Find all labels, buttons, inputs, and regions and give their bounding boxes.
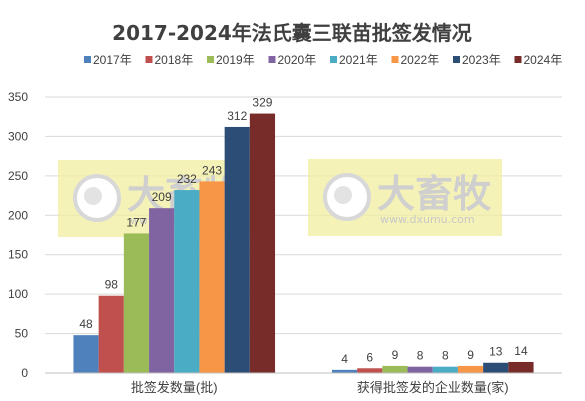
legend-item: 2022年 — [391, 53, 440, 67]
legend-swatch — [207, 56, 214, 63]
legend-swatch — [84, 56, 91, 63]
legend: 2017年 2018年 2019年 2020年 2021年 2022年 2023年 2024年 — [84, 53, 562, 67]
legend-item: 2020年 — [268, 53, 317, 67]
y-tick-label: 250 — [8, 169, 28, 183]
bar — [407, 366, 433, 373]
legend-swatch — [514, 56, 522, 63]
bar — [174, 190, 200, 373]
legend-item: 2017年 — [84, 53, 132, 67]
legend-label: 2017年 — [93, 53, 132, 67]
bar — [249, 113, 276, 373]
bar — [457, 365, 484, 373]
data-label: 243 — [202, 163, 222, 177]
bar — [382, 365, 408, 373]
chart-title: 2017-2024年法氏囊三联苗批签发情况 — [112, 21, 472, 45]
y-tick-label: 350 — [8, 90, 28, 104]
bar — [357, 368, 383, 373]
bar — [224, 126, 250, 373]
legend-label: 2023年 — [462, 53, 501, 67]
y-tick-label: 300 — [8, 129, 28, 143]
data-label: 14 — [514, 344, 528, 358]
data-label: 9 — [467, 348, 474, 362]
watermark-url: www.dxumu.com — [380, 213, 475, 226]
bar — [123, 233, 150, 373]
axes: 0 50 100 150 200 250 300 350 批签发数量(批) 获得批签发的企业数量(… — [8, 90, 562, 395]
x-category-label: 批签发数量(批) — [131, 380, 218, 395]
y-tick-label: 50 — [15, 327, 29, 341]
legend-swatch — [145, 56, 153, 63]
watermark-logo-dot — [334, 186, 352, 204]
legend-label: 2022年 — [401, 53, 440, 67]
bar — [483, 362, 509, 373]
legend-item: 2019年 — [207, 53, 255, 67]
legend-swatch — [268, 56, 276, 63]
data-label: 98 — [105, 278, 119, 292]
data-label: 329 — [252, 96, 272, 110]
legend-item: 2021年 — [330, 53, 378, 67]
legend-item: 2024年 — [514, 53, 563, 67]
legend-label: 2018年 — [155, 53, 194, 67]
legend-swatch — [330, 56, 337, 63]
legend-label: 2021年 — [339, 53, 378, 67]
data-label: 9 — [392, 348, 399, 362]
legend-item: 2018年 — [145, 53, 194, 67]
data-label: 13 — [489, 345, 503, 359]
bar — [149, 208, 175, 373]
data-label: 6 — [366, 350, 373, 364]
legend-label: 2020年 — [278, 53, 317, 67]
bar — [199, 181, 225, 373]
x-category-label: 获得批签发的企业数量(家) — [357, 380, 509, 395]
data-label: 48 — [79, 317, 93, 331]
data-label: 4 — [341, 352, 348, 366]
y-tick-label: 100 — [8, 287, 28, 301]
data-label: 232 — [177, 172, 197, 186]
y-tick-label: 150 — [8, 248, 28, 262]
bar — [508, 361, 534, 373]
data-label: 8 — [442, 349, 449, 363]
data-label: 177 — [126, 215, 146, 229]
legend-label: 2019年 — [216, 53, 255, 67]
data-label: 312 — [227, 109, 247, 123]
data-label: 209 — [152, 190, 172, 204]
legend-swatch — [453, 56, 460, 63]
watermark-text: 大畜牧 — [377, 172, 492, 216]
y-tick-label: 0 — [21, 366, 28, 380]
bar — [331, 369, 358, 373]
legend-label: 2024年 — [524, 53, 563, 67]
bar — [73, 335, 99, 373]
legend-swatch — [391, 56, 399, 63]
data-label: 8 — [417, 349, 424, 363]
bar — [432, 366, 458, 373]
watermark-logo-dot — [84, 187, 102, 205]
bar — [98, 295, 124, 373]
legend-item: 2023年 — [453, 53, 501, 67]
y-tick-label: 200 — [8, 208, 28, 222]
